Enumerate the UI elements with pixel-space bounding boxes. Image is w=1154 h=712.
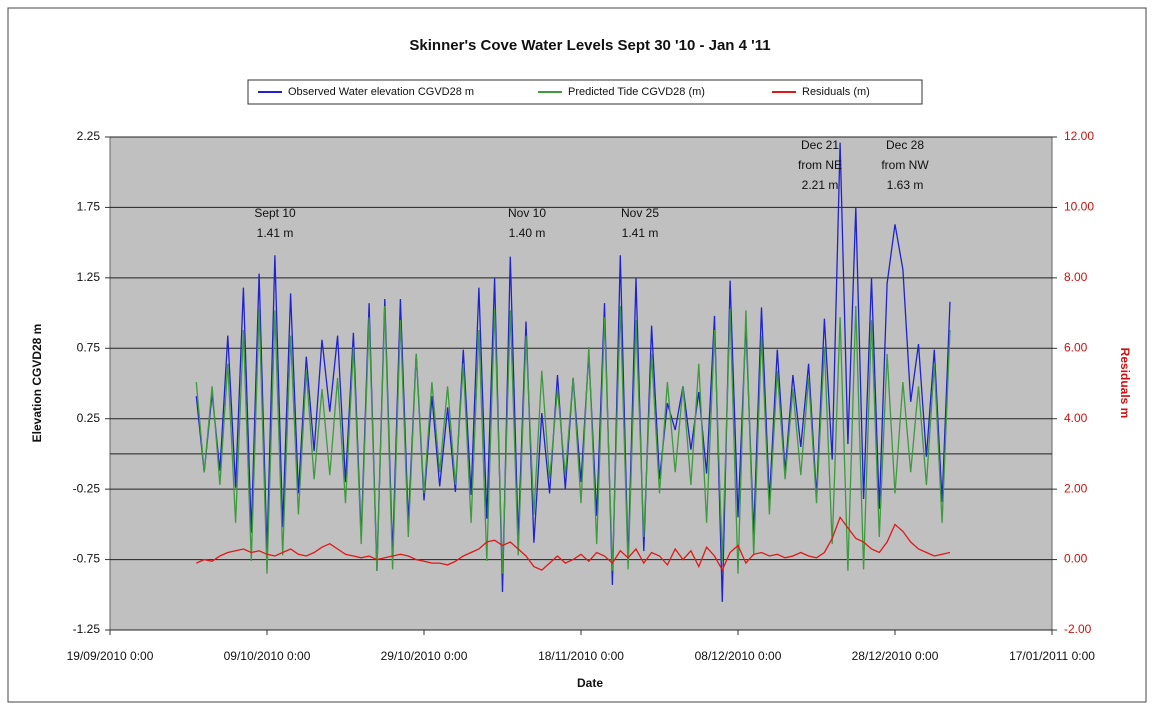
chart-title: Skinner's Cove Water Levels Sept 30 '10 … (409, 37, 770, 54)
series-line (195, 305, 951, 574)
annotation: Nov 25 (621, 206, 659, 220)
y2-tick-label: -2.00 (1064, 622, 1092, 636)
annotation: 1.63 m (887, 178, 924, 192)
annotation: 1.40 m (509, 226, 546, 240)
series-line (196, 515, 951, 572)
annotation: 1.41 m (622, 226, 659, 240)
y2-tick-label: 2.00 (1064, 481, 1088, 495)
y2-tick-label: 12.00 (1064, 129, 1094, 143)
x-tick-label: 18/11/2010 0:00 (538, 649, 624, 663)
legend-label: Residuals (m) (802, 86, 870, 98)
y-tick-label: 2.25 (77, 129, 101, 143)
x-tick-label: 28/12/2010 0:00 (852, 649, 939, 663)
x-tick-label: 17/01/2011 0:00 (1009, 649, 1095, 663)
y2-axis-title: Residuals m (1118, 348, 1132, 419)
annotation: Sept 10 (254, 206, 296, 220)
annotation: from NW (881, 158, 929, 172)
y-tick-label: 1.75 (77, 200, 101, 214)
annotation: 1.41 m (257, 226, 294, 240)
y-tick-label: 0.25 (77, 411, 101, 425)
y2-tick-label: 8.00 (1064, 270, 1088, 284)
annotation: 2.21 m (802, 178, 839, 192)
x-tick-label: 08/12/2010 0:00 (695, 649, 782, 663)
x-tick-label: 19/09/2010 0:00 (67, 649, 154, 663)
y-axis-title: Elevation CGVD28 m (30, 324, 44, 443)
x-tick-label: 09/10/2010 0:00 (224, 649, 311, 663)
y2-tick-label: 6.00 (1064, 340, 1088, 354)
annotation: Nov 10 (508, 206, 546, 220)
y-tick-label: -0.25 (73, 481, 101, 495)
legend-label: Predicted Tide CGVD28 (m) (568, 86, 705, 98)
legend-label: Observed Water elevation CGVD28 m (288, 86, 474, 98)
annotation: Dec 28 (886, 138, 924, 152)
legend (247, 79, 923, 105)
x-axis-title: Date (577, 676, 603, 690)
annotation: Dec 21 (801, 138, 839, 152)
y-tick-label: -1.25 (73, 622, 101, 636)
y-tick-label: -0.75 (73, 552, 101, 566)
y-tick-label: 0.75 (77, 340, 101, 354)
annotation: from NE (798, 158, 842, 172)
y2-tick-label: 0.00 (1064, 552, 1088, 566)
x-tick-label: 29/10/2010 0:00 (381, 649, 468, 663)
y-tick-label: 1.25 (77, 270, 101, 284)
y2-tick-label: 10.00 (1064, 200, 1094, 214)
y2-tick-label: 4.00 (1064, 411, 1088, 425)
